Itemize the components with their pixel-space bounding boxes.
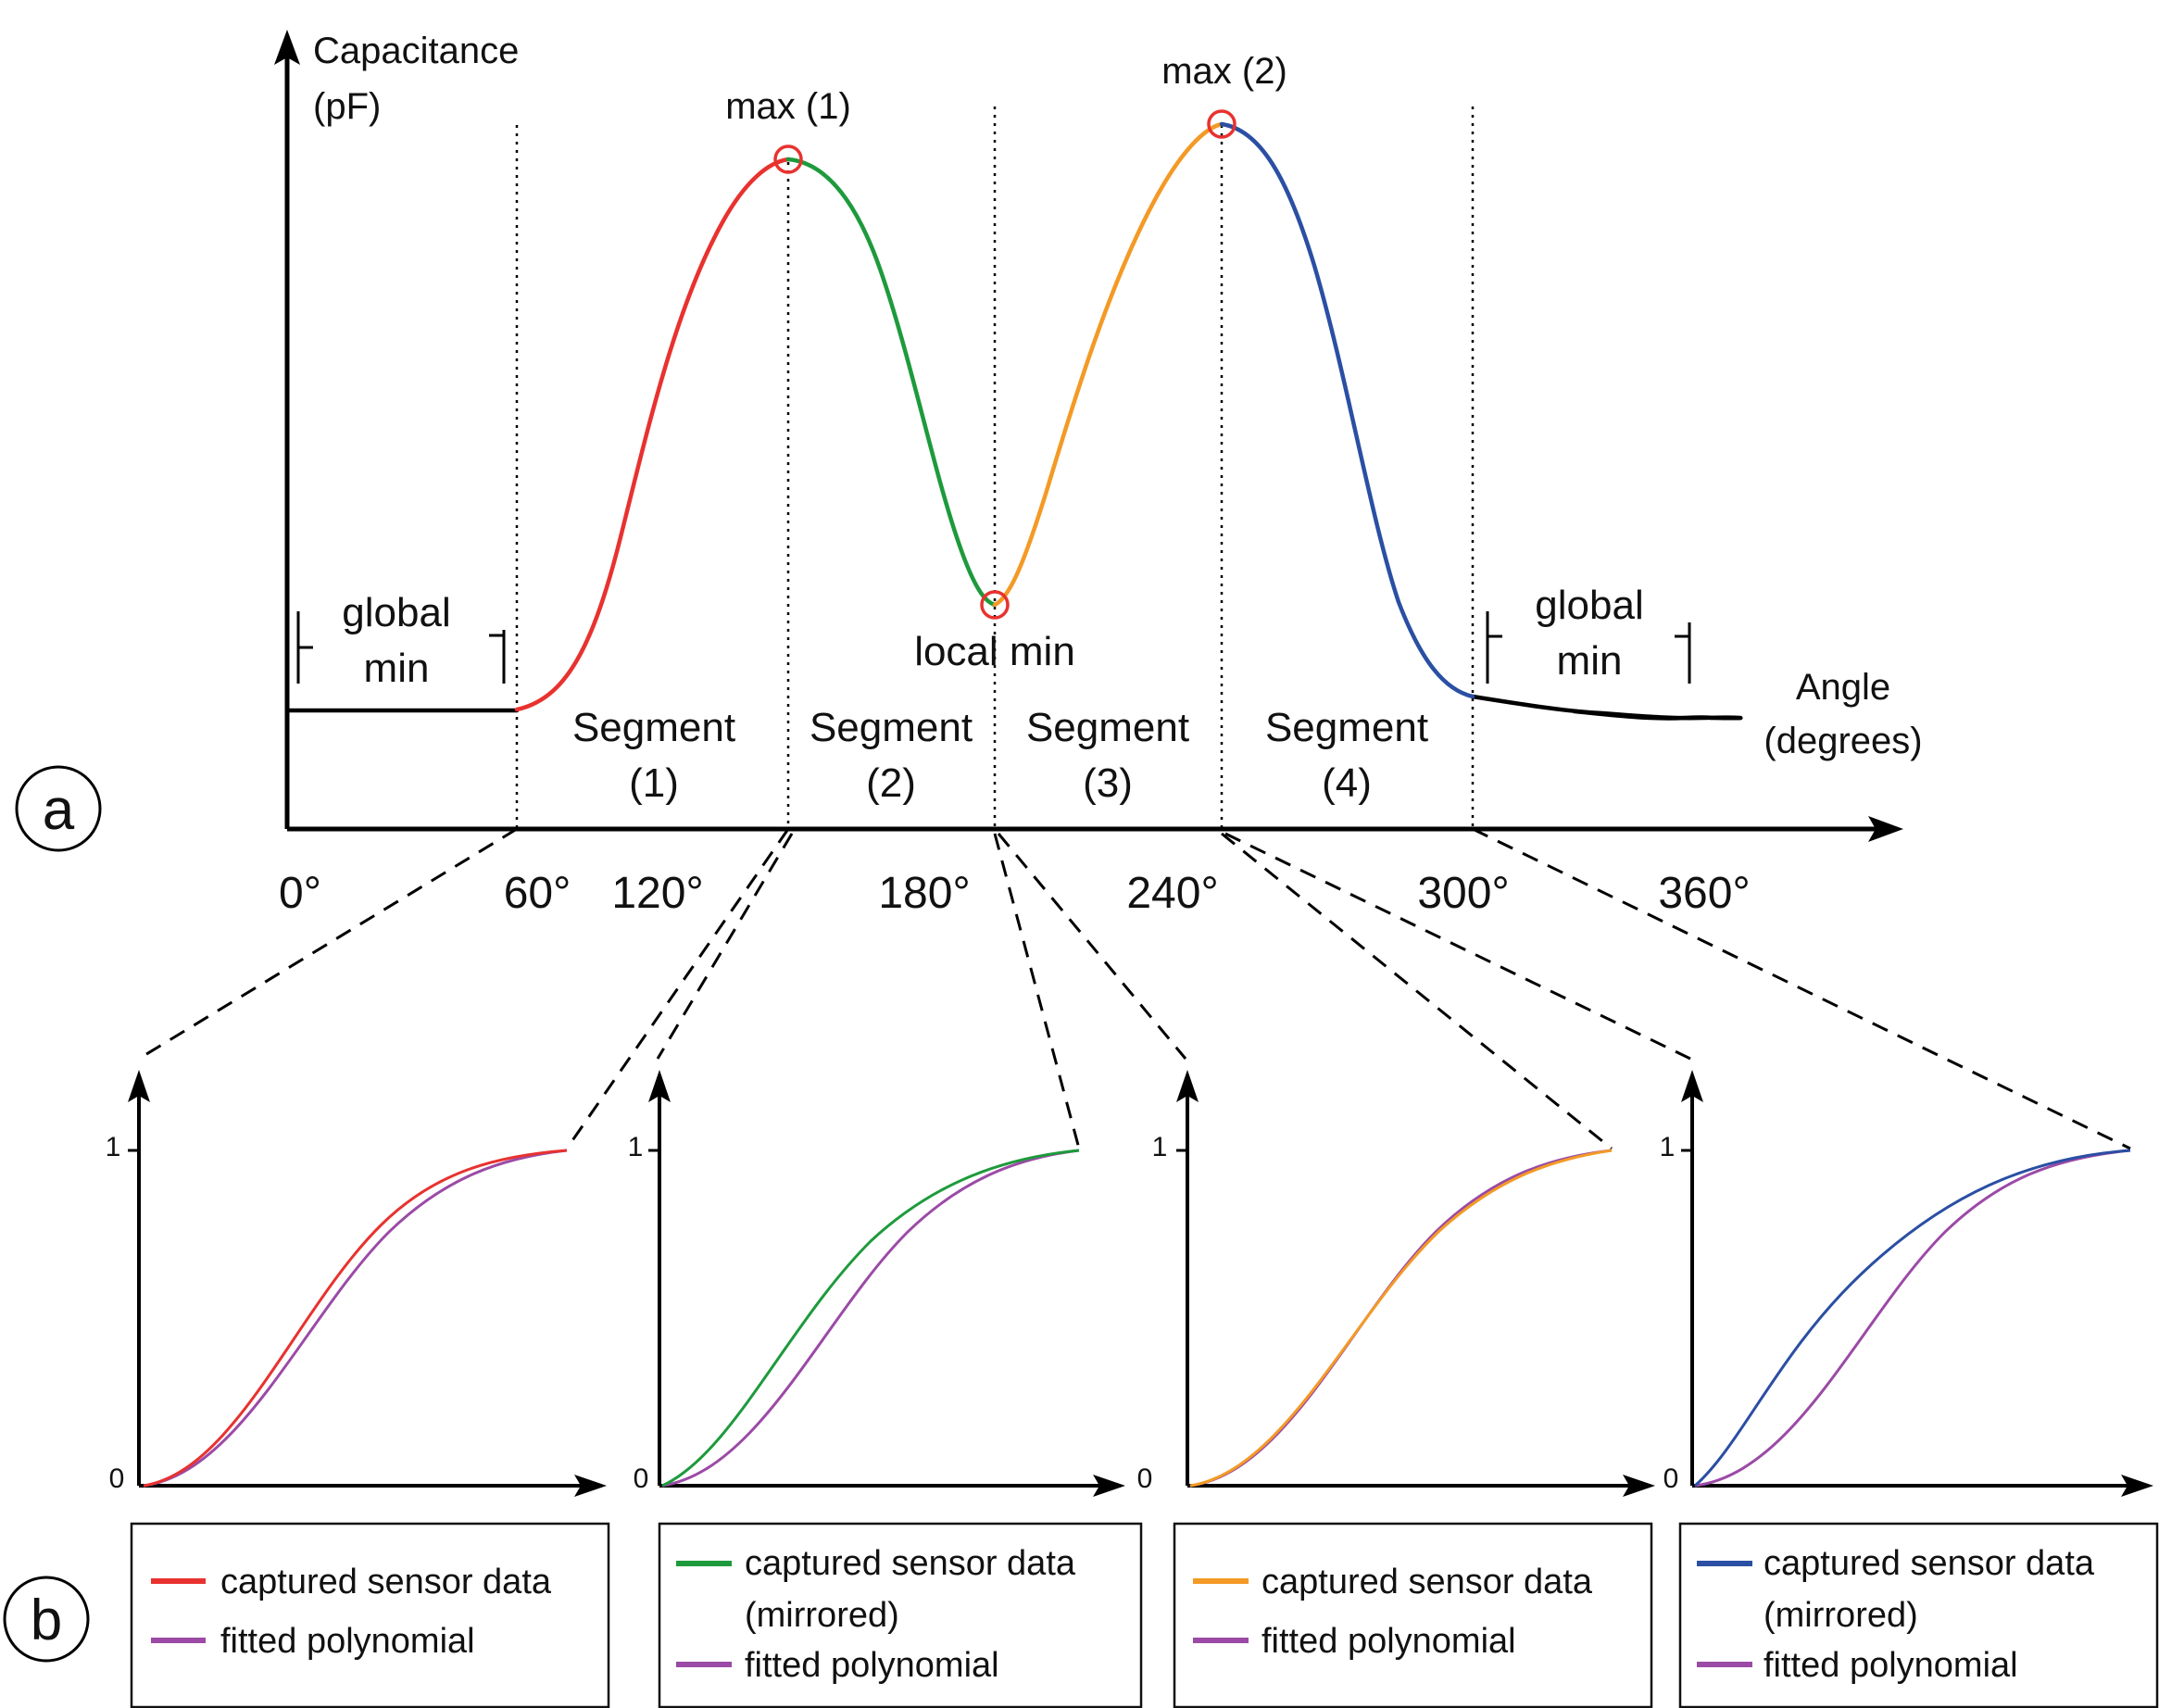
- curve-segment-3: [992, 121, 1224, 608]
- panel-a-label-circle: [15, 765, 102, 852]
- segment-1-label-line1: Segment: [572, 705, 735, 750]
- label-local-min: local min: [914, 629, 1075, 674]
- global-min-right-bracket: [1486, 611, 1691, 684]
- subplot-3-x-arrowhead: [1623, 1475, 1655, 1497]
- connector-1b: [565, 828, 790, 1149]
- subplot-1-x-arrowhead: [574, 1475, 607, 1497]
- zoom-connectors: [138, 827, 2131, 1150]
- legend-3-fit-label: fitted polynomial: [1262, 1622, 1516, 1661]
- subplot-2-y-tick-0: 0: [634, 1463, 649, 1494]
- connector-4a: [1224, 832, 1691, 1061]
- global-min-left-line1: global: [342, 590, 450, 635]
- subplot-4-y-tick-0: 0: [1663, 1463, 1679, 1494]
- marker-max1: [773, 144, 803, 174]
- segment-1-label-line2: (1): [629, 760, 679, 806]
- x-tick-120: 120°: [611, 869, 703, 918]
- curve-segment-1: [514, 157, 791, 712]
- connector-3a: [997, 833, 1187, 1060]
- x-tick-300: 300°: [1417, 869, 1509, 918]
- subplot-1-data-curve: [143, 1149, 568, 1488]
- legend-2: captured sensor data (mirrored) fitted p…: [658, 1522, 1143, 1708]
- legend-2-data-label-line2: (mirrored): [745, 1596, 899, 1635]
- segment-4-label-line1: Segment: [1265, 705, 1428, 750]
- y-axis-arrowhead: [274, 30, 300, 65]
- legend-1-fit-label: fitted polynomial: [220, 1622, 475, 1661]
- subplot-2-y-arrowhead: [648, 1070, 671, 1102]
- subplot-3: 1 0: [1137, 1070, 1655, 1497]
- x-tick-360: 360°: [1658, 869, 1750, 918]
- marker-local-min: [980, 590, 1010, 620]
- subplot-2-data-curve: [661, 1149, 1080, 1488]
- subplot-1-fit-curve: [143, 1149, 568, 1488]
- x-axis-label-line1: Angle: [1796, 667, 1890, 708]
- subplot-4-y-arrowhead: [1681, 1070, 1703, 1102]
- subplot-3-y-arrowhead: [1176, 1070, 1199, 1102]
- panel-b-label-circle: [3, 1576, 90, 1663]
- global-min-right-line2: min: [1557, 638, 1623, 684]
- x-tick-240: 240°: [1126, 869, 1218, 918]
- subplot-2-y-tick-1: 1: [628, 1132, 644, 1162]
- subplot-3-data-curve: [1189, 1149, 1613, 1488]
- marker-max2: [1207, 109, 1236, 139]
- connector-3b: [1221, 832, 1613, 1150]
- connector-1a: [138, 827, 518, 1061]
- subplot-4: 1 0: [1660, 1070, 2153, 1497]
- panel-a: a Capacitance (pF) Angle (degrees) 0° 60…: [15, 30, 1923, 918]
- legend-3-data-label: captured sensor data: [1262, 1563, 1593, 1601]
- legend-4: captured sensor data (mirrored) fitted p…: [1678, 1522, 2159, 1708]
- legend-1-data-label: captured sensor data: [220, 1563, 552, 1601]
- legend-4-fit-label: fitted polynomial: [1764, 1646, 2018, 1685]
- subplot-1-y-tick-1: 1: [106, 1132, 121, 1162]
- legend-2-data-label: captured sensor data: [745, 1544, 1076, 1583]
- subplot-2-x-arrowhead: [1093, 1475, 1125, 1497]
- subplot-1: 1 0: [106, 1070, 607, 1497]
- subplot-3-y-tick-1: 1: [1152, 1132, 1168, 1162]
- subplot-4-x-arrowhead: [2121, 1475, 2153, 1497]
- y-axis-label-line1: Capacitance: [313, 31, 519, 71]
- panel-b-label: b: [31, 1589, 62, 1652]
- baseline-right-tail: [1572, 709, 1714, 721]
- x-axis-label-line2: (degrees): [1764, 721, 1922, 761]
- connector-4b: [1472, 827, 2131, 1150]
- subplot-1-y-arrowhead: [128, 1070, 150, 1102]
- subplot-3-y-tick-0: 0: [1137, 1463, 1153, 1494]
- subplot-3-fit-curve: [1189, 1149, 1613, 1488]
- legend-2-fit-label: fitted polynomial: [745, 1646, 999, 1685]
- panel-b: b 1 0 1 0: [3, 1070, 2159, 1708]
- segment-4-label-line2: (4): [1322, 760, 1372, 806]
- x-axis-arrowhead: [1868, 816, 1903, 842]
- segment-2-label-line1: Segment: [810, 705, 973, 750]
- subplot-2: 1 0: [628, 1070, 1125, 1497]
- curve-segment-2: [785, 157, 998, 608]
- segment-3-label-line1: Segment: [1026, 705, 1189, 750]
- x-tick-180: 180°: [878, 869, 970, 918]
- x-tick-60: 60°: [504, 869, 571, 918]
- segment-2-label-line2: (2): [866, 760, 916, 806]
- curve-segment-4: [1219, 121, 1475, 699]
- subplot-4-y-tick-1: 1: [1660, 1132, 1676, 1162]
- label-max1: max (1): [725, 86, 851, 127]
- legend-4-data-label-line2: (mirrored): [1764, 1596, 1918, 1635]
- legend-4-data-label: captured sensor data: [1764, 1544, 2095, 1583]
- global-min-right-line1: global: [1535, 583, 1643, 628]
- subplot-2-fit-curve: [661, 1149, 1080, 1488]
- segment-3-label-line2: (3): [1083, 760, 1133, 806]
- x-tick-0: 0°: [279, 869, 321, 918]
- global-min-left-line2: min: [364, 646, 430, 691]
- connector-2a: [656, 833, 794, 1060]
- subplot-4-data-curve: [1694, 1149, 2131, 1488]
- subplot-4-fit-curve: [1694, 1149, 2131, 1488]
- panel-a-label: a: [43, 778, 75, 842]
- label-max2: max (2): [1161, 51, 1287, 92]
- y-axis-label-line2: (pF): [313, 86, 381, 127]
- legend-1: captured sensor data fitted polynomial: [130, 1522, 610, 1708]
- global-min-left-bracket: [296, 611, 506, 684]
- subplot-1-y-tick-0: 0: [109, 1463, 125, 1494]
- legend-3: captured sensor data fitted polynomial: [1173, 1522, 1653, 1708]
